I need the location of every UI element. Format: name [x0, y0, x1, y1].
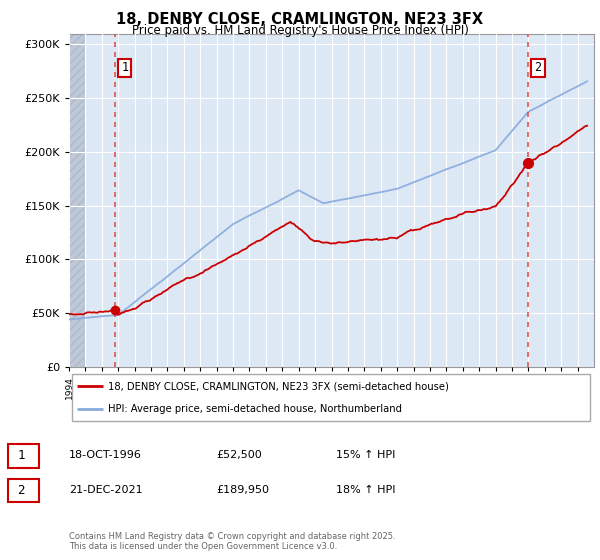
Text: 18-OCT-1996: 18-OCT-1996	[69, 450, 142, 460]
Text: £189,950: £189,950	[216, 485, 269, 495]
Text: 21-DEC-2021: 21-DEC-2021	[69, 485, 143, 495]
Text: 15% ↑ HPI: 15% ↑ HPI	[336, 450, 395, 460]
Text: 2: 2	[17, 483, 25, 497]
Text: 18, DENBY CLOSE, CRAMLINGTON, NE23 3FX: 18, DENBY CLOSE, CRAMLINGTON, NE23 3FX	[116, 12, 484, 27]
Text: Price paid vs. HM Land Registry's House Price Index (HPI): Price paid vs. HM Land Registry's House …	[131, 24, 469, 37]
Text: Contains HM Land Registry data © Crown copyright and database right 2025.
This d: Contains HM Land Registry data © Crown c…	[69, 532, 395, 552]
Text: 18, DENBY CLOSE, CRAMLINGTON, NE23 3FX (semi-detached house): 18, DENBY CLOSE, CRAMLINGTON, NE23 3FX (…	[109, 381, 449, 391]
Text: 1: 1	[121, 62, 128, 74]
Text: HPI: Average price, semi-detached house, Northumberland: HPI: Average price, semi-detached house,…	[109, 404, 403, 414]
Text: 1: 1	[17, 449, 25, 462]
FancyBboxPatch shape	[71, 375, 590, 421]
Text: 18% ↑ HPI: 18% ↑ HPI	[336, 485, 395, 495]
Text: 2: 2	[535, 62, 542, 74]
Text: £52,500: £52,500	[216, 450, 262, 460]
